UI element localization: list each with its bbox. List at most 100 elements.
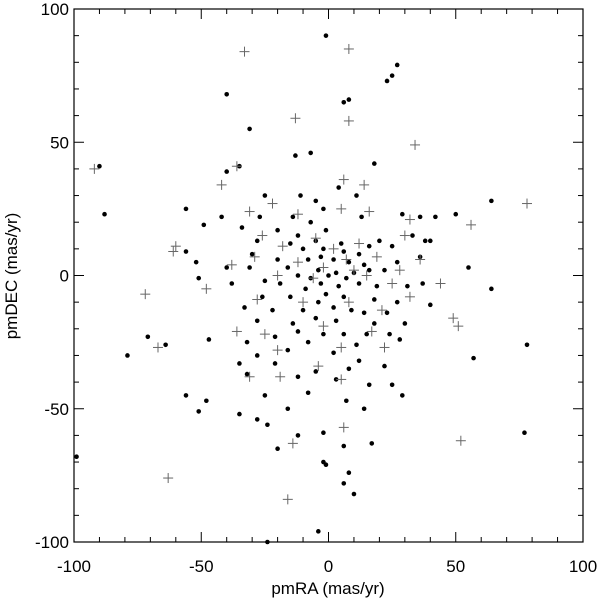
dot-point (300, 307, 306, 313)
dot-point (369, 441, 375, 446)
dot-point (219, 214, 224, 220)
plus-series (89, 43, 533, 505)
plus-point (292, 257, 303, 268)
dot-point (318, 281, 324, 286)
dot-point (275, 257, 280, 262)
dot-point (341, 99, 347, 105)
x-tick-label: 0 (324, 557, 333, 576)
dot-series (74, 33, 530, 545)
dot-point (428, 302, 433, 308)
dot-point (272, 334, 278, 340)
plus-point (292, 209, 303, 220)
plus-point (453, 321, 464, 332)
y-tick-label: -50 (44, 400, 69, 419)
plus-point (341, 254, 352, 265)
dot-point (97, 163, 102, 169)
plus-point (252, 294, 263, 305)
dot-point (356, 251, 362, 257)
plus-point (216, 179, 227, 190)
dot-point (323, 291, 329, 297)
dot-point (265, 422, 270, 428)
dot-point (397, 337, 403, 342)
dot-point (410, 233, 415, 238)
plus-point (298, 297, 309, 308)
plus-point (415, 254, 426, 265)
dot-point (374, 283, 380, 289)
plus-point (272, 345, 283, 356)
dot-point (400, 211, 405, 217)
plus-point (318, 321, 329, 332)
dot-point (237, 361, 242, 366)
dot-point (239, 225, 245, 230)
dot-point (262, 193, 268, 198)
dot-point (422, 238, 428, 244)
plus-point (336, 342, 347, 353)
plus-point (354, 238, 365, 249)
dot-point (102, 211, 107, 217)
plus-point (201, 283, 212, 294)
dot-point (417, 214, 423, 220)
plus-point (231, 326, 242, 337)
axis-ticks (73, 8, 584, 543)
dot-point (305, 339, 311, 345)
dot-point (372, 321, 377, 326)
dot-point (262, 393, 268, 398)
dot-point (341, 249, 347, 254)
dot-point (242, 305, 247, 310)
dot-point (285, 406, 291, 412)
plus-point (231, 161, 242, 172)
plus-point (226, 259, 237, 270)
plus-point (89, 163, 100, 174)
dot-point (389, 382, 395, 388)
dot-point (183, 249, 189, 254)
x-tick-label: 50 (446, 557, 465, 576)
plus-point (313, 361, 324, 372)
dot-point (275, 227, 280, 233)
dot-point (384, 78, 390, 84)
dot-point (372, 161, 377, 166)
dot-point (372, 297, 377, 302)
dot-point (331, 305, 336, 310)
dot-point (471, 355, 476, 361)
plus-point (361, 270, 372, 281)
plus-point (348, 265, 359, 276)
dot-point (336, 283, 341, 289)
dot-point (344, 275, 349, 281)
dot-point (316, 299, 321, 305)
dot-point (270, 307, 275, 313)
dot-point (163, 342, 168, 348)
dot-point (196, 275, 202, 281)
plus-point (359, 179, 370, 190)
dot-point (354, 342, 359, 348)
dot-point (333, 270, 339, 276)
dot-point (420, 281, 425, 286)
plus-point (399, 230, 410, 241)
dot-point (262, 278, 268, 284)
dot-point (405, 283, 410, 289)
dot-point (333, 377, 339, 382)
dot-point (323, 227, 329, 233)
plus-point (275, 371, 286, 382)
dot-point (244, 339, 250, 345)
plus-point (455, 435, 466, 446)
plus-point (336, 203, 347, 214)
dot-point (183, 393, 189, 398)
plus-point (163, 473, 174, 484)
plus-point (290, 113, 301, 124)
dot-point (341, 481, 347, 486)
dot-point (333, 318, 339, 324)
dot-point (349, 307, 354, 313)
plus-point (448, 313, 459, 324)
plus-point (343, 297, 354, 308)
dot-point (285, 265, 291, 270)
dot-point (313, 315, 319, 321)
dot-point (288, 241, 293, 246)
plus-point (394, 265, 405, 276)
x-tick-label: 100 (569, 557, 597, 576)
dot-point (338, 241, 344, 246)
dot-point (313, 198, 319, 204)
dot-point (346, 470, 352, 476)
dot-point (244, 371, 250, 377)
dot-point (331, 350, 336, 356)
